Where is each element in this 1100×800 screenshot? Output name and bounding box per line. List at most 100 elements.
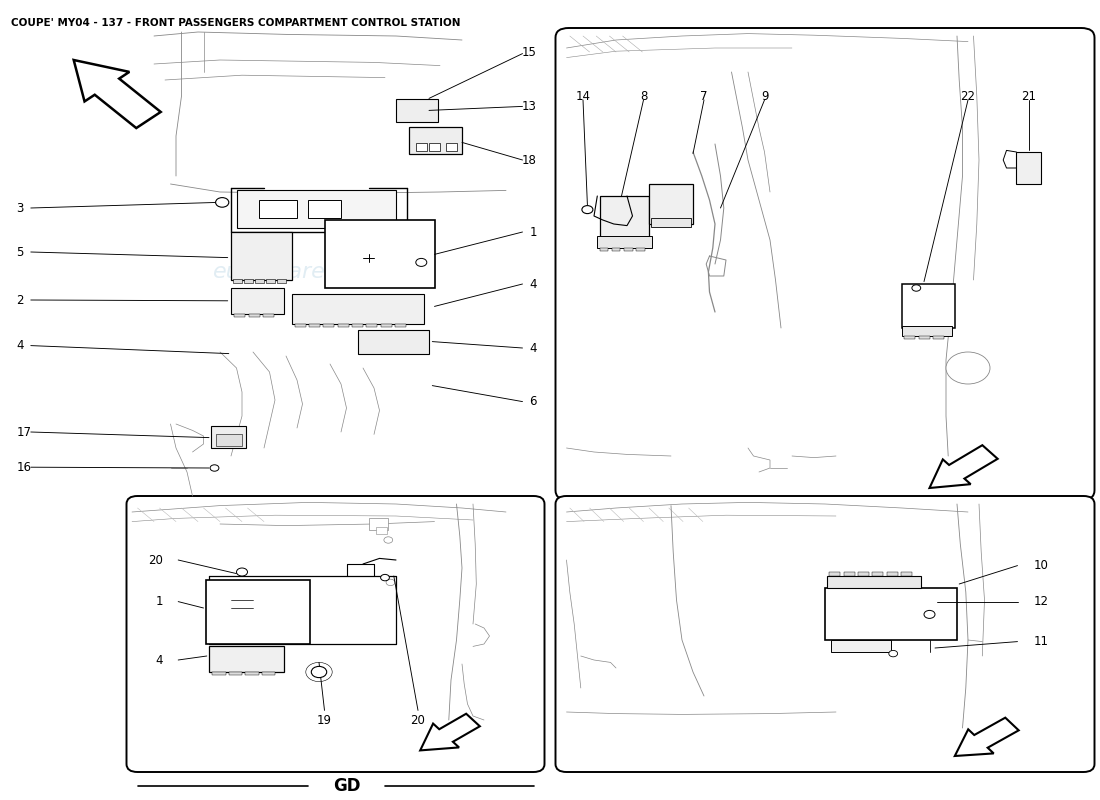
Bar bbox=[901, 572, 912, 576]
Text: 12: 12 bbox=[1034, 595, 1049, 608]
Text: eurospares: eurospares bbox=[774, 623, 876, 641]
Text: 5: 5 bbox=[16, 246, 24, 258]
Circle shape bbox=[381, 574, 389, 581]
Text: 19: 19 bbox=[317, 714, 332, 726]
Text: 15: 15 bbox=[521, 46, 537, 58]
Text: 4: 4 bbox=[155, 654, 163, 666]
Circle shape bbox=[386, 579, 395, 586]
Bar bbox=[858, 572, 869, 576]
Text: COUPE' MY04 - 137 - FRONT PASSENGERS COMPARTMENT CONTROL STATION: COUPE' MY04 - 137 - FRONT PASSENGERS COM… bbox=[11, 18, 461, 27]
Text: 3: 3 bbox=[16, 202, 24, 214]
Bar bbox=[263, 314, 274, 317]
Bar bbox=[209, 646, 284, 672]
Polygon shape bbox=[930, 445, 998, 488]
Bar bbox=[918, 336, 930, 339]
Text: 6: 6 bbox=[529, 395, 537, 408]
Bar bbox=[649, 184, 693, 224]
Bar bbox=[827, 576, 921, 588]
Text: 4: 4 bbox=[529, 278, 537, 290]
Text: 4: 4 bbox=[16, 339, 24, 352]
Bar bbox=[1016, 152, 1041, 184]
Bar bbox=[376, 527, 387, 534]
Bar bbox=[446, 143, 456, 151]
Bar bbox=[597, 236, 652, 248]
Circle shape bbox=[924, 610, 935, 618]
Text: 17: 17 bbox=[16, 426, 32, 438]
Bar bbox=[830, 640, 891, 652]
Bar bbox=[416, 143, 427, 151]
Bar bbox=[211, 426, 246, 448]
Bar bbox=[338, 324, 349, 327]
Bar bbox=[229, 672, 242, 675]
Circle shape bbox=[416, 258, 427, 266]
Bar bbox=[825, 588, 957, 640]
Polygon shape bbox=[420, 714, 480, 750]
Bar bbox=[872, 572, 883, 576]
FancyBboxPatch shape bbox=[126, 496, 544, 772]
Text: 8: 8 bbox=[640, 90, 647, 102]
Bar bbox=[902, 284, 955, 328]
Text: 21: 21 bbox=[1021, 90, 1036, 102]
Text: 1: 1 bbox=[155, 595, 163, 608]
Circle shape bbox=[912, 285, 921, 291]
Bar bbox=[231, 232, 292, 280]
Bar bbox=[244, 279, 253, 283]
Circle shape bbox=[210, 465, 219, 471]
FancyBboxPatch shape bbox=[556, 496, 1094, 772]
Bar bbox=[636, 248, 645, 251]
Text: eurospares: eurospares bbox=[767, 262, 883, 282]
Bar bbox=[234, 314, 245, 317]
Bar bbox=[249, 314, 260, 317]
Bar bbox=[904, 336, 915, 339]
Bar bbox=[233, 279, 242, 283]
Bar bbox=[844, 572, 855, 576]
Bar bbox=[231, 288, 284, 314]
Bar bbox=[323, 324, 334, 327]
Text: 14: 14 bbox=[575, 90, 591, 102]
Text: 10: 10 bbox=[1034, 559, 1049, 572]
Bar bbox=[651, 218, 691, 227]
Bar bbox=[245, 672, 258, 675]
Bar bbox=[395, 324, 406, 327]
Bar bbox=[600, 196, 649, 240]
Text: 7: 7 bbox=[701, 90, 707, 102]
Bar bbox=[308, 200, 341, 218]
Bar bbox=[933, 336, 944, 339]
Bar bbox=[429, 143, 440, 151]
Circle shape bbox=[236, 568, 248, 576]
Text: 4: 4 bbox=[529, 342, 537, 354]
Bar bbox=[262, 672, 275, 675]
Bar bbox=[902, 326, 952, 336]
Bar bbox=[277, 279, 286, 283]
Bar bbox=[368, 518, 388, 530]
Bar bbox=[266, 279, 275, 283]
Bar bbox=[236, 190, 396, 228]
Circle shape bbox=[582, 206, 593, 214]
Text: 20: 20 bbox=[410, 714, 426, 726]
Bar bbox=[829, 572, 840, 576]
Bar bbox=[324, 220, 435, 288]
Text: 22: 22 bbox=[960, 90, 976, 102]
Text: 1: 1 bbox=[529, 226, 537, 238]
Circle shape bbox=[311, 666, 327, 678]
Text: 9: 9 bbox=[761, 90, 768, 102]
Text: GD: GD bbox=[332, 777, 361, 794]
Bar bbox=[258, 200, 297, 218]
Circle shape bbox=[216, 198, 229, 207]
Bar bbox=[216, 434, 242, 446]
Bar bbox=[206, 580, 310, 644]
Text: 11: 11 bbox=[1034, 635, 1049, 648]
Polygon shape bbox=[74, 60, 161, 128]
FancyBboxPatch shape bbox=[556, 28, 1094, 500]
Bar bbox=[212, 672, 226, 675]
Bar bbox=[612, 248, 620, 251]
Bar bbox=[409, 127, 462, 154]
Text: 18: 18 bbox=[521, 154, 537, 166]
Bar bbox=[396, 99, 438, 122]
Text: 2: 2 bbox=[16, 294, 24, 306]
Bar bbox=[381, 324, 392, 327]
Bar bbox=[358, 330, 429, 354]
Text: eurospares: eurospares bbox=[212, 262, 338, 282]
Bar bbox=[255, 279, 264, 283]
Text: 16: 16 bbox=[16, 461, 32, 474]
